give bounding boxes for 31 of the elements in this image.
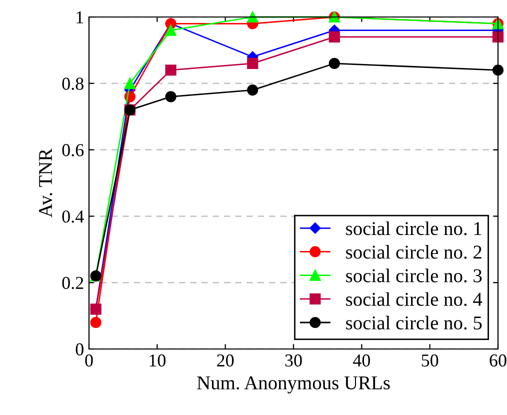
point bbox=[247, 11, 258, 23]
legend-label: social circle no. 4 bbox=[346, 292, 482, 306]
point bbox=[165, 64, 176, 76]
y-axis-title: Av. TNR bbox=[39, 148, 52, 218]
point bbox=[247, 58, 258, 70]
x-tick-label: 60 bbox=[490, 354, 506, 367]
x-tick-label: 10 bbox=[150, 354, 166, 367]
y-tick-label: 0.4 bbox=[62, 210, 84, 223]
x-tick-label: 0 bbox=[85, 354, 93, 367]
legend-label: social circle no. 3 bbox=[346, 268, 482, 282]
y-tick-label: 1 bbox=[76, 11, 84, 24]
point bbox=[124, 78, 136, 89]
legend-label: social circle no. 1 bbox=[346, 221, 482, 236]
legend-label: social circle no. 5 bbox=[346, 316, 482, 330]
x-tick-label: 50 bbox=[422, 354, 438, 367]
legend-label: social circle no. 2 bbox=[346, 245, 482, 259]
point bbox=[247, 84, 258, 96]
x-axis-title: Num. Anonymous URLs bbox=[197, 376, 390, 394]
point bbox=[328, 58, 340, 70]
x-tick-label: 30 bbox=[285, 354, 302, 367]
point bbox=[90, 316, 102, 328]
y-tick-label: 0 bbox=[76, 343, 84, 356]
point bbox=[492, 31, 504, 42]
point bbox=[165, 24, 176, 36]
y-tick-label: 0.8 bbox=[62, 78, 84, 90]
x-tick-label: 40 bbox=[352, 354, 370, 367]
x-tick-label: 20 bbox=[217, 354, 234, 367]
y-tick-label: 0.2 bbox=[62, 276, 84, 290]
point bbox=[328, 31, 340, 42]
y-tick-label: 0.6 bbox=[62, 144, 84, 156]
point bbox=[165, 91, 176, 102]
